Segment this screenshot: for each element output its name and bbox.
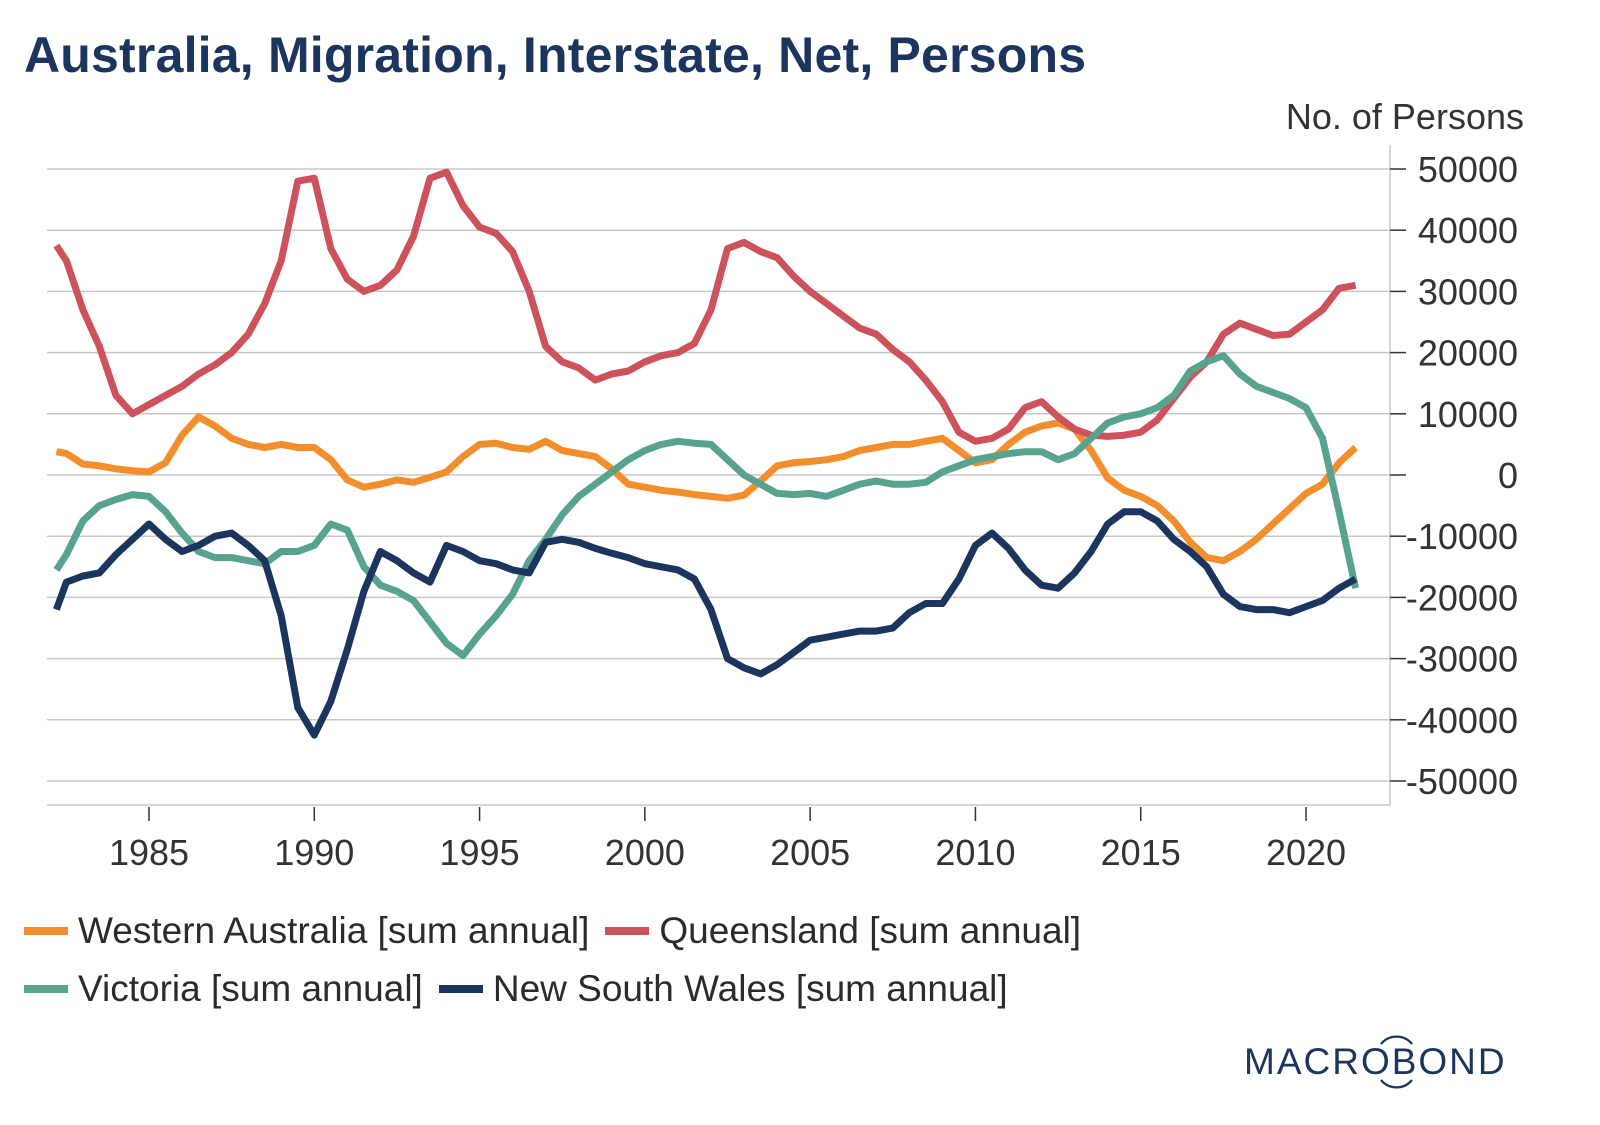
legend-label: Queensland [sum annual] (659, 910, 1082, 951)
y-tick-label: 0 (1498, 455, 1518, 496)
y-axis-unit-label: No. of Persons (1285, 96, 1524, 137)
legend-label: New South Wales [sum annual] (492, 968, 1008, 1009)
x-tick-label: 2005 (770, 832, 850, 873)
legend: Western Australia [sum annual] Queenslan… (24, 902, 1097, 1018)
x-tick-label: 2020 (1266, 832, 1346, 873)
legend-item-new-south-wales: New South Wales [sum annual] (438, 968, 1008, 1010)
x-tick-label: 1990 (274, 832, 354, 873)
legend-item-western-australia: Western Australia [sum annual] (24, 910, 589, 952)
legend-item-victoria: Victoria [sum annual] (24, 968, 423, 1010)
y-tick-label: 40000 (1418, 210, 1518, 251)
x-tick-label: 2000 (605, 832, 685, 873)
line-chart: 50000 40000 30000 20000 10000 0 -10000 -20000 -3… (47, 145, 1518, 873)
legend-swatch-queensland (605, 927, 650, 935)
logo-arc-top (1380, 1035, 1413, 1045)
legend-swatch-victoria (24, 985, 68, 993)
x-axis: 1985 1990 1995 2000 2005 2010 2015 2020 (109, 807, 1346, 873)
x-tick-label: 1995 (440, 832, 520, 873)
gridlines (47, 168, 1390, 782)
logo-arc-bottom (1380, 1079, 1413, 1089)
y-tick-label: -30000 (1406, 639, 1518, 680)
y-tick-label: -40000 (1406, 700, 1518, 741)
legend-label: Victoria [sum annual] (78, 968, 423, 1009)
y-tick-label: 20000 (1418, 333, 1518, 374)
y-tick-label: 50000 (1418, 149, 1518, 190)
y-tick-label: -10000 (1406, 516, 1518, 557)
macrobond-logo: MACROBOND (1244, 1035, 1507, 1089)
x-tick-label: 2010 (935, 832, 1015, 873)
legend-label: Western Australia [sum annual] (78, 910, 590, 951)
legend-item-queensland: Queensland [sum annual] (605, 910, 1081, 952)
x-tick-label: 1985 (109, 832, 189, 873)
y-tick-label: -20000 (1406, 577, 1518, 618)
series-lines (53, 168, 1360, 739)
y-axis: 50000 40000 30000 20000 10000 0 -10000 -20000 -3… (1390, 149, 1518, 802)
y-tick-label: 10000 (1418, 394, 1518, 435)
chart-title: Australia, Migration, Interstate, Net, P… (24, 27, 1087, 83)
legend-swatch-western-australia (24, 927, 68, 935)
series-line-queensland (53, 168, 1357, 445)
y-tick-label: 30000 (1418, 271, 1518, 312)
y-tick-label: -50000 (1406, 761, 1518, 802)
series-line-new-south-wales (53, 508, 1358, 739)
logo-text: MACROBOND (1244, 1041, 1507, 1082)
series-line-western-australia (55, 413, 1358, 565)
legend-swatch-new-south-wales (438, 985, 483, 993)
x-tick-label: 2015 (1101, 832, 1181, 873)
